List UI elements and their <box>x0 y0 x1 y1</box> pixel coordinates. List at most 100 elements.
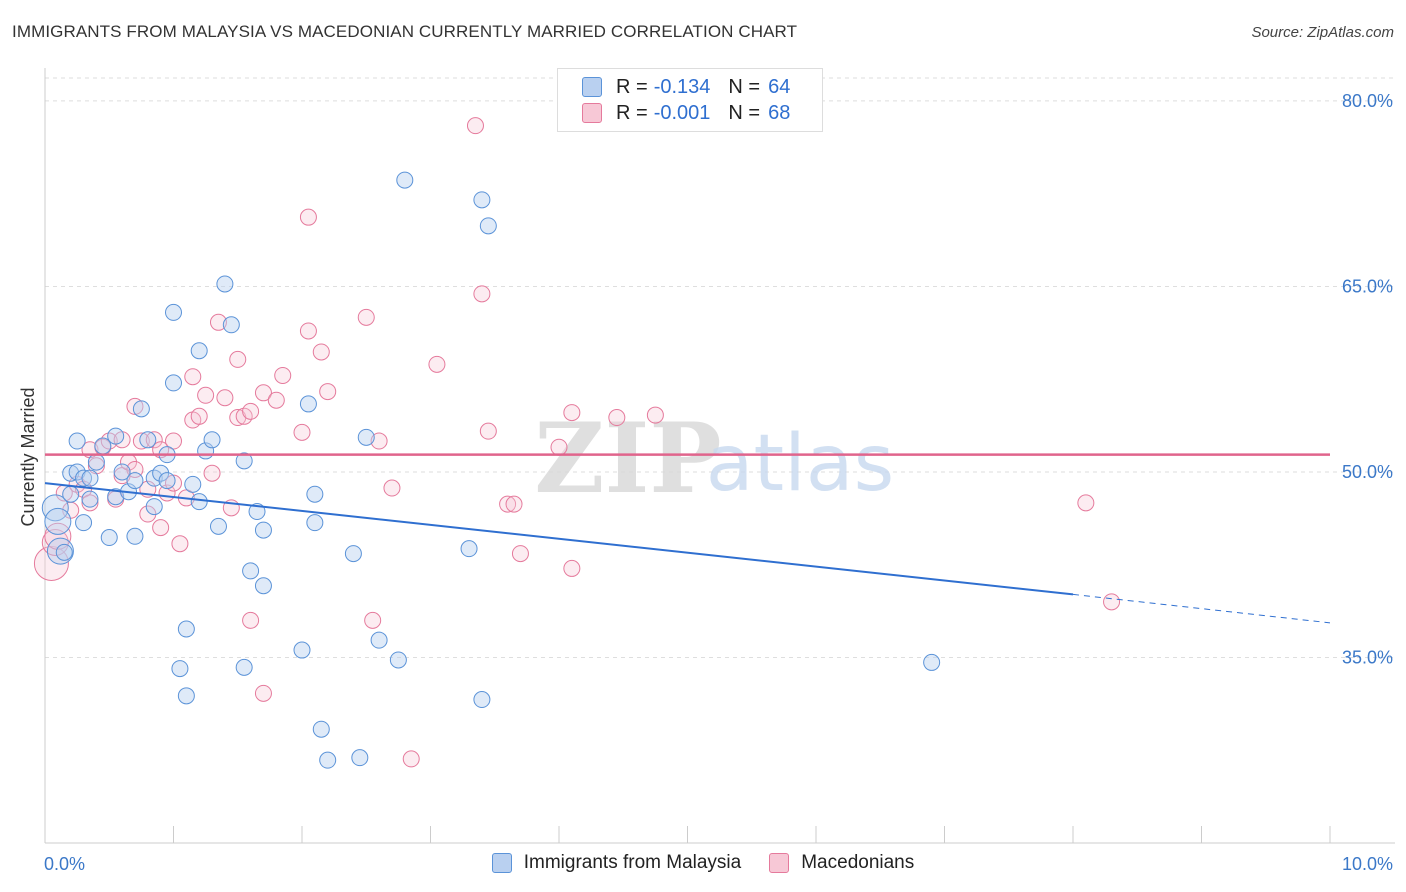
macedonians-point <box>254 684 272 702</box>
malaysia-r-value: -0.134 <box>653 75 711 98</box>
malaysia-point <box>235 452 253 470</box>
malaysia-point <box>44 507 72 535</box>
watermark-atlas: atlas <box>706 419 895 509</box>
malaysia-point <box>184 475 202 493</box>
malaysia-point <box>479 217 497 235</box>
malaysia-point <box>55 543 73 561</box>
malaysia-legend-swatch <box>491 853 512 873</box>
malaysia-point <box>396 171 414 189</box>
malaysia-point <box>177 687 195 705</box>
malaysia-point <box>473 691 491 709</box>
malaysia-point <box>75 469 93 487</box>
malaysia-point <box>113 463 131 481</box>
macedonians-point <box>357 308 375 326</box>
macedonians-point <box>132 432 150 450</box>
malaysia-point <box>460 540 478 558</box>
malaysia-point <box>126 527 144 545</box>
macedonians-point <box>145 431 163 449</box>
macedonians-point <box>81 494 99 512</box>
macedonians-point <box>563 404 581 422</box>
malaysia-point <box>312 720 330 738</box>
macedonians-point <box>1103 593 1121 611</box>
malaysia-point <box>132 400 150 418</box>
macedonians-legend-swatch <box>769 853 790 873</box>
malaysia-point <box>254 521 272 539</box>
malaysia-point <box>41 494 69 522</box>
macedonians-point <box>646 406 664 424</box>
macedonians-point <box>370 432 388 450</box>
macedonians-r-value: -0.001 <box>653 101 711 124</box>
malaysia-point <box>319 751 337 769</box>
n-label: N = <box>728 75 761 98</box>
macedonians-point <box>428 355 446 373</box>
macedonians-point <box>499 495 517 513</box>
malaysia-point <box>190 342 208 360</box>
malaysia-swatch <box>582 77 602 97</box>
malaysia-point <box>351 749 369 767</box>
macedonians-point <box>184 368 202 386</box>
malaysia-point <box>68 432 86 450</box>
malaysia-point <box>62 464 80 482</box>
malaysia-point <box>306 485 324 503</box>
legend-item-malaysia[interactable]: Immigrants from Malaysia <box>491 852 741 874</box>
malaysia-point <box>923 653 941 671</box>
malaysia-point <box>242 562 260 580</box>
malaysia-point <box>209 517 227 535</box>
macedonians-point <box>1077 494 1095 512</box>
legend-item-macedonians[interactable]: Macedonians <box>769 852 914 874</box>
malaysia-point <box>299 395 317 413</box>
r-label: R = <box>616 75 648 98</box>
macedonians-n-value: 68 <box>768 101 791 124</box>
macedonians-point <box>402 750 420 768</box>
macedonians-point <box>203 464 221 482</box>
macedonians-point <box>563 559 581 577</box>
y-tick-label: 65.0% <box>1342 276 1393 296</box>
malaysia-point <box>139 431 157 449</box>
malaysia-point <box>222 316 240 334</box>
malaysia-point <box>165 374 182 392</box>
macedonians-point <box>190 407 208 425</box>
malaysia-point <box>177 620 195 638</box>
macedonians-point <box>608 409 626 427</box>
macedonians-point <box>216 389 234 407</box>
macedonians-legend-label: Macedonians <box>801 852 915 873</box>
macedonians-point <box>152 519 170 537</box>
malaysia-point <box>75 514 93 532</box>
macedonians-point <box>505 495 523 513</box>
malaysia-point <box>87 453 105 471</box>
malaysia-point <box>306 514 324 532</box>
malaysia-point <box>62 485 80 503</box>
macedonians-point <box>511 545 529 563</box>
axis-labels: 35.0% 50.0% 65.0% 80.0% 0.0% 10.0% Currently M… <box>18 91 1393 874</box>
stats-legend: R = -0.134 N = 64 R = -0.001 N = 68 <box>557 68 823 132</box>
r-label: R = <box>616 101 648 124</box>
malaysia-point <box>165 303 182 321</box>
macedonians-point <box>242 402 260 420</box>
series-legend: Immigrants from Malaysia Macedonians <box>0 852 1406 874</box>
macedonians-point <box>209 313 227 331</box>
malaysia-point <box>158 472 176 490</box>
malaysia-point <box>171 660 189 678</box>
malaysia-point <box>81 469 99 487</box>
macedonians-point <box>274 366 292 384</box>
malaysia-point <box>100 529 118 547</box>
x-tick-label-max: 10.0% <box>1342 854 1393 874</box>
malaysia-point <box>389 651 407 669</box>
malaysia-point <box>248 503 266 521</box>
macedonians-point <box>479 422 497 440</box>
macedonians-point <box>229 350 247 368</box>
source-credit: Source: ZipAtlas.com <box>1251 24 1394 41</box>
x-tick-label-min: 0.0% <box>44 854 85 874</box>
malaysia-point <box>145 498 163 516</box>
macedonians-point <box>473 285 491 303</box>
macedonians-point <box>171 535 189 553</box>
macedonians-point <box>293 423 311 441</box>
legend-row-malaysia: R = -0.134 N = 64 <box>582 75 790 99</box>
malaysia-point <box>293 641 311 659</box>
macedonians-point <box>242 611 260 629</box>
watermark-zip: ZIP <box>534 402 721 515</box>
y-tick-label: 80.0% <box>1342 91 1393 111</box>
macedonians-point <box>44 522 72 550</box>
macedonians-point <box>364 611 382 629</box>
